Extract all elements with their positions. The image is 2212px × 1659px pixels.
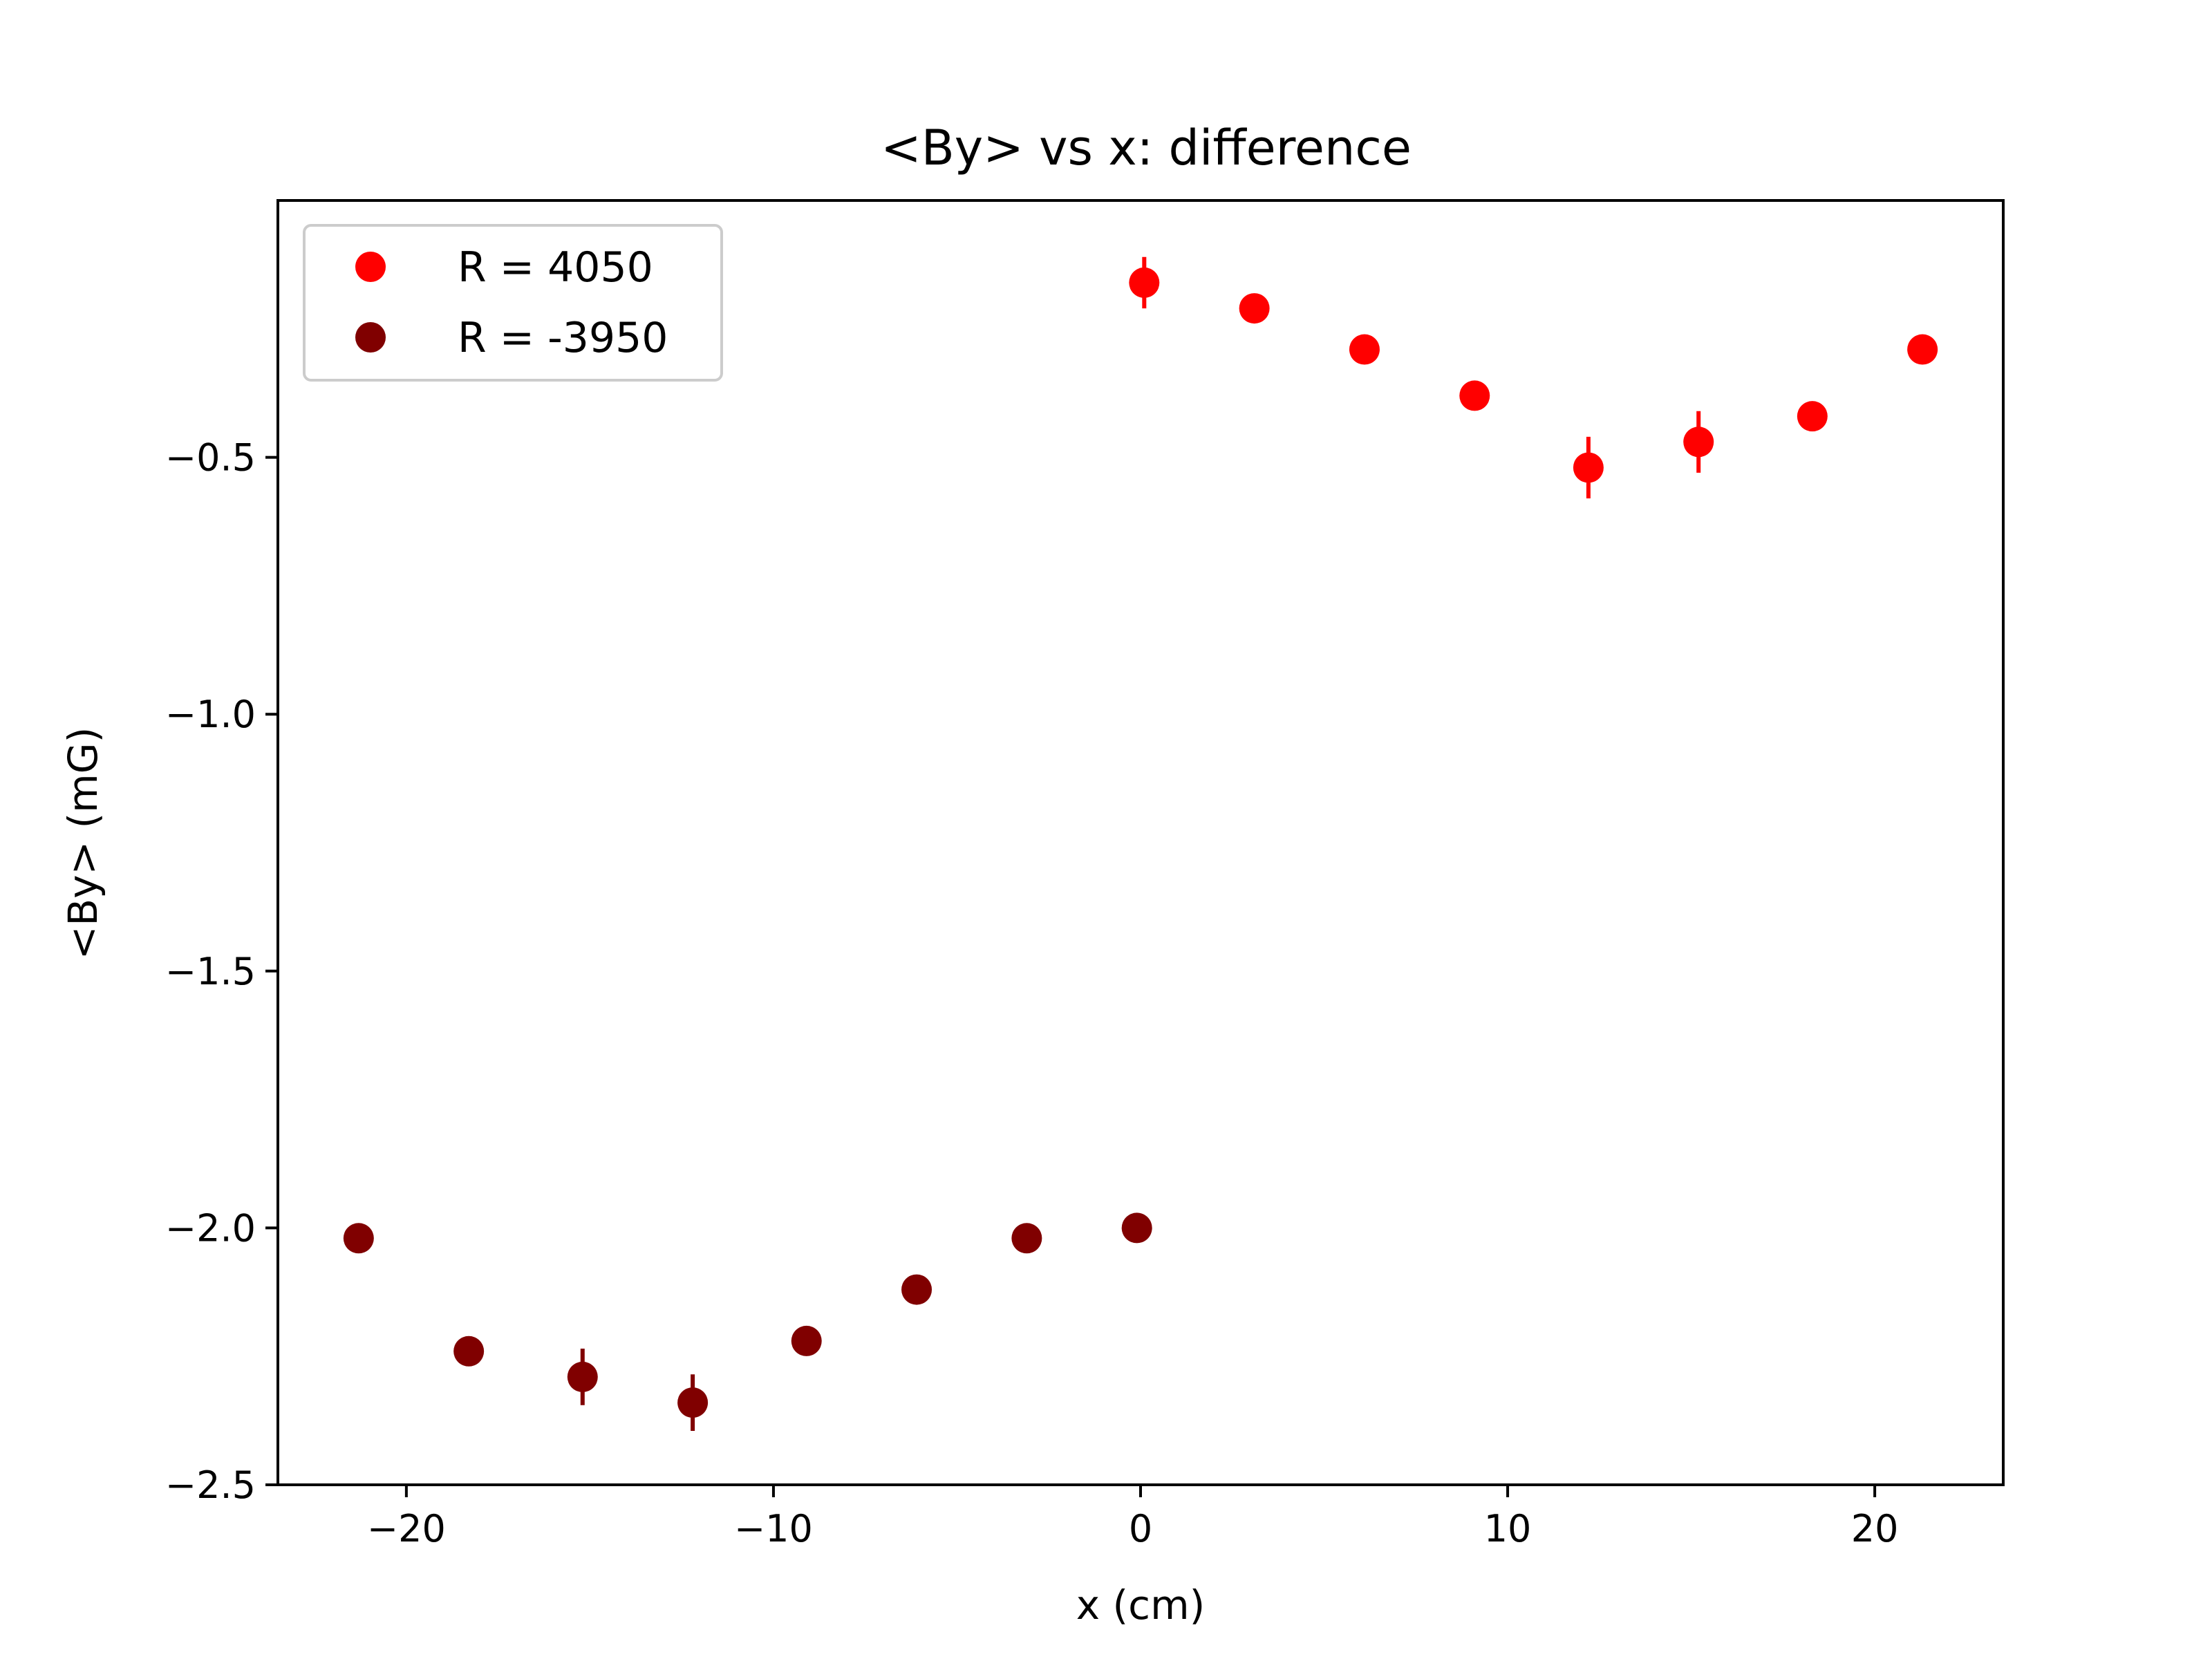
x-tick-label: −10 (734, 1507, 813, 1550)
chart-title: <By> vs x: difference (881, 120, 1412, 176)
legend-box (303, 224, 723, 382)
data-point (1349, 334, 1380, 365)
y-axis: −0.5 −1.0 −1.5 −2.0 −2.5 (165, 436, 278, 1507)
data-point (677, 1387, 709, 1418)
x-tick-label: −20 (367, 1507, 446, 1550)
data-point (1011, 1223, 1042, 1254)
data-point (1121, 1212, 1152, 1244)
data-point (1129, 267, 1160, 298)
data-point (1797, 401, 1828, 432)
data-point (1239, 293, 1270, 324)
data-point (901, 1274, 932, 1305)
data-point (1683, 427, 1714, 458)
legend-marker (355, 322, 386, 353)
data-point (791, 1325, 822, 1356)
series-1 (1129, 256, 1938, 499)
y-axis-label: <By> (mG) (59, 727, 106, 959)
y-tick-label: −2.0 (165, 1206, 256, 1250)
legend-label: R = 4050 (458, 243, 653, 292)
x-tick-label: 20 (1851, 1507, 1899, 1550)
plot-area (343, 256, 1938, 1431)
data-point (1573, 452, 1604, 483)
legend-marker (355, 252, 386, 282)
data-point (1459, 380, 1490, 411)
legend: R = 4050 R = -3950 (303, 224, 723, 382)
x-axis-label: x (cm) (1076, 1582, 1205, 1629)
y-tick-label: −0.5 (165, 436, 256, 480)
data-point (567, 1361, 598, 1392)
series-2 (343, 1212, 1152, 1431)
y-tick-label: −1.0 (165, 693, 256, 736)
y-tick-label: −2.5 (165, 1463, 256, 1507)
x-tick-label: 0 (1129, 1507, 1152, 1550)
y-tick-label: −1.5 (165, 950, 256, 993)
legend-label: R = -3950 (458, 314, 668, 362)
data-point (453, 1335, 485, 1367)
x-tick-label: 10 (1484, 1507, 1532, 1550)
data-point (1907, 334, 1938, 365)
x-axis: −20 −10 0 10 20 (367, 1485, 1899, 1550)
data-point (343, 1223, 374, 1254)
